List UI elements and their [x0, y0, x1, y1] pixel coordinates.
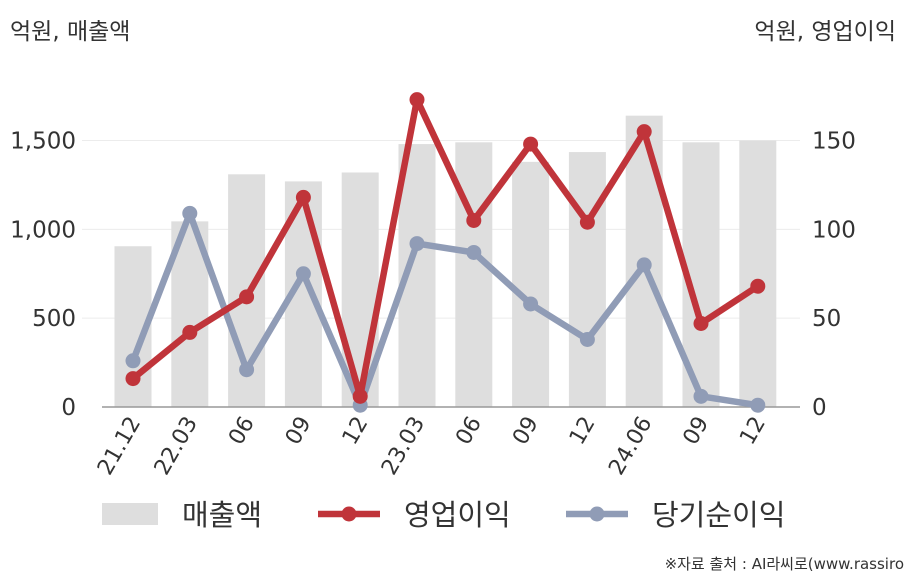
- point-당기순이익-09: [523, 296, 539, 312]
- point-당기순이익-23.03: [409, 236, 425, 252]
- point-당기순이익-12: [750, 397, 766, 413]
- x-tick-label: 12: [565, 413, 601, 450]
- left-tick-label: 0: [61, 395, 76, 421]
- legend-marker-영업이익: [341, 506, 357, 522]
- left-tick-label: 1,500: [10, 129, 76, 155]
- x-tick-label: 09: [281, 413, 317, 450]
- point-영업이익-12: [579, 214, 595, 230]
- x-tick-label: 23.03: [377, 413, 430, 480]
- left-axis-unit: 억원, 매출액: [10, 19, 131, 45]
- point-영업이익-06: [466, 212, 482, 228]
- point-영업이익-21.12: [125, 371, 141, 387]
- x-tick-label: 21.12: [93, 413, 146, 480]
- point-영업이익-09: [693, 316, 709, 332]
- right-tick-label: 50: [812, 306, 841, 332]
- legend-label-영업이익: 영업이익: [404, 498, 511, 532]
- point-영업이익-06: [239, 289, 255, 305]
- point-당기순이익-06: [466, 244, 482, 260]
- right-axis-unit: 억원, 영업이익: [754, 19, 896, 45]
- point-당기순이익-22.03: [182, 205, 198, 221]
- x-tick-label: 24.06: [604, 413, 657, 480]
- line-영업이익: [129, 96, 762, 400]
- right-tick-label: 150: [812, 129, 856, 155]
- x-tick-label: 22.03: [150, 413, 203, 480]
- point-당기순이익-21.12: [125, 353, 141, 369]
- x-tick-label: 12: [735, 413, 771, 450]
- line-당기순이익: [129, 210, 762, 409]
- legend-label-매출액: 매출액: [182, 498, 262, 532]
- point-영업이익-23.03: [409, 92, 425, 108]
- point-당기순이익-09: [693, 388, 709, 404]
- right-tick-label: 0: [812, 395, 827, 421]
- bar-12: [739, 140, 777, 407]
- x-tick-label: 06: [451, 413, 487, 450]
- point-당기순이익-12: [579, 331, 595, 347]
- point-당기순이익-24.06: [636, 257, 652, 273]
- left-tick-label: 500: [32, 306, 76, 332]
- point-영업이익-12: [750, 278, 766, 294]
- x-tick-label: 09: [508, 413, 544, 450]
- point-영업이익-22.03: [182, 324, 198, 340]
- bar-09: [512, 161, 550, 407]
- source-note: ※자료 출처 : AI라씨로(www.rassiro: [664, 555, 904, 573]
- legend-swatch-매출액: [102, 503, 158, 525]
- x-tick-label: 09: [679, 413, 715, 450]
- x-tick-label: 12: [338, 413, 374, 450]
- point-당기순이익-09: [295, 266, 311, 282]
- legend-label-당기순이익: 당기순이익: [652, 498, 785, 532]
- left-tick-label: 1,000: [10, 217, 76, 243]
- point-영업이익-12: [352, 388, 368, 404]
- point-영업이익-09: [523, 136, 539, 152]
- right-tick-label: 100: [812, 217, 856, 243]
- point-영업이익-09: [295, 189, 311, 205]
- point-당기순이익-06: [239, 362, 255, 378]
- x-tick-label: 06: [224, 413, 260, 450]
- point-영업이익-24.06: [636, 124, 652, 140]
- bar-12: [568, 152, 606, 407]
- bar-06: [455, 142, 493, 407]
- legend-marker-당기순이익: [589, 506, 605, 522]
